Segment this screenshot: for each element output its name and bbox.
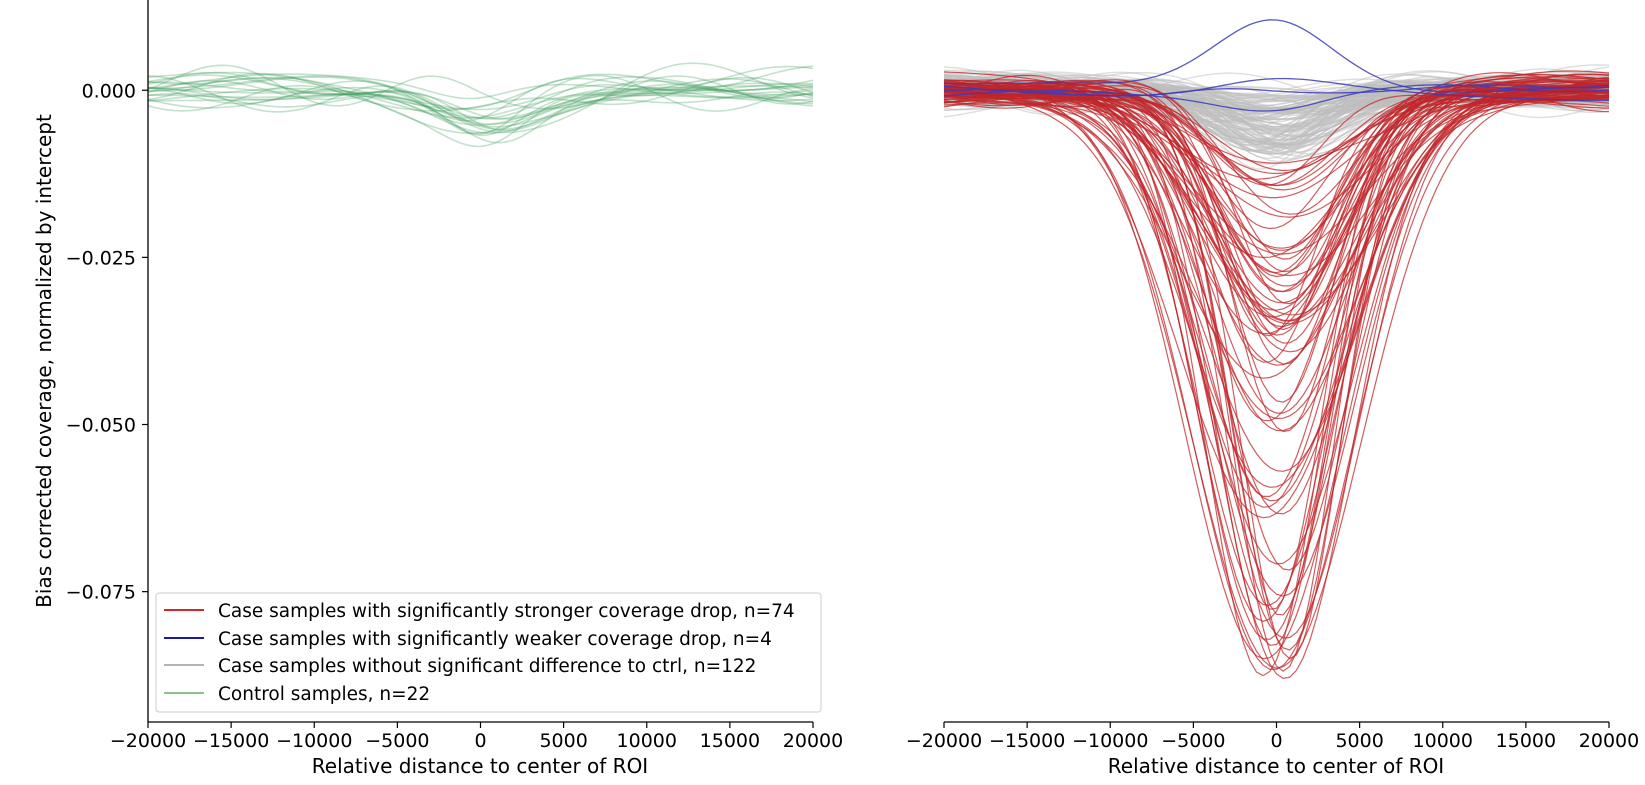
right-series-lines <box>943 19 1610 680</box>
y-axis-label: Bias corrected coverage, normalized by i… <box>32 114 56 608</box>
series-line <box>147 72 814 112</box>
x-tick-label: −10000 <box>276 730 352 752</box>
series-line <box>943 82 1610 677</box>
series-line <box>943 84 1610 640</box>
legend-label: Case samples with significantly weaker c… <box>218 629 772 650</box>
series-line <box>943 77 1609 172</box>
x-tick-label: −20000 <box>110 730 186 752</box>
legend-label: Case samples without significant differe… <box>218 656 756 677</box>
x-tick-label: −20000 <box>906 730 982 752</box>
series-line <box>943 70 1610 293</box>
legend-label: Case samples with significantly stronger… <box>218 601 795 622</box>
left-x-axis-label: Relative distance to center of ROI <box>312 754 648 778</box>
left-panel: −20000 −15000 −10000 −5000 0 5000 10000 15000 20… <box>32 0 843 778</box>
legend-entry: Control samples, n=22 <box>164 684 430 705</box>
x-tick-label: −5000 <box>1161 730 1225 752</box>
right-panel: −20000 −15000 −10000 −5000 0 5000 10000 15000 20… <box>906 19 1639 778</box>
series-line <box>147 75 814 131</box>
x-tick-label: −15000 <box>193 730 269 752</box>
legend-frame <box>155 592 822 713</box>
series-line <box>943 84 1610 186</box>
series-line <box>943 84 1610 97</box>
series-line <box>147 76 814 134</box>
series-line <box>943 76 1610 420</box>
left-series-lines <box>147 62 814 148</box>
series-line <box>943 80 1610 660</box>
series-line <box>147 76 814 120</box>
series-line <box>943 82 1610 672</box>
series-line <box>147 65 814 111</box>
right-x-axis-label: Relative distance to center of ROI <box>1108 754 1444 778</box>
x-tick-label: 15000 <box>1496 730 1556 752</box>
series-line <box>943 74 1610 610</box>
series-line <box>147 81 814 134</box>
series-line <box>147 80 814 125</box>
series-line <box>943 91 1610 249</box>
y-tick-label: −0.025 <box>66 247 136 269</box>
series-line <box>147 77 813 119</box>
series-line <box>943 84 1610 112</box>
series-line <box>943 85 1610 680</box>
y-tick-label: 0.000 <box>82 80 136 102</box>
x-tick-label: 15000 <box>700 730 760 752</box>
series-line <box>943 83 1610 311</box>
legend-entry: Case samples with significantly weaker c… <box>164 629 772 650</box>
series-line <box>147 77 814 126</box>
series-line <box>147 86 814 137</box>
series-line <box>147 71 814 120</box>
series-line <box>147 74 814 132</box>
x-tick-label: 20000 <box>783 730 843 752</box>
y-tick-label: −0.075 <box>66 582 136 604</box>
series-line <box>943 83 1610 379</box>
series-line <box>943 77 1610 102</box>
left-y-ticks: 0.000 −0.025 −0.050 −0.075 <box>66 80 148 604</box>
series-line <box>147 64 814 110</box>
legend-entry: Case samples with significantly stronger… <box>164 601 795 622</box>
legend-entry: Case samples without significant differe… <box>164 656 756 677</box>
series-line <box>147 83 814 120</box>
series-line <box>943 19 1610 93</box>
x-tick-label: 0 <box>1270 730 1282 752</box>
x-tick-label: 10000 <box>617 730 677 752</box>
right-x-ticks: −20000 −15000 −10000 −5000 0 5000 10000 15000 20… <box>906 722 1639 752</box>
x-tick-label: −10000 <box>1072 730 1148 752</box>
series-line <box>943 73 1610 433</box>
series-line <box>147 71 814 135</box>
x-tick-label: 5000 <box>1335 730 1383 752</box>
series-line <box>147 73 814 110</box>
series-line <box>943 74 1610 277</box>
x-tick-label: 20000 <box>1579 730 1639 752</box>
legend: Case samples with significantly stronger… <box>155 592 822 713</box>
series-line <box>943 86 1610 622</box>
left-x-ticks: −20000 −15000 −10000 −5000 0 5000 10000 15000 20… <box>110 722 843 752</box>
series-line <box>943 84 1610 571</box>
x-tick-label: 0 <box>474 730 486 752</box>
series-line <box>147 75 814 128</box>
x-tick-label: 5000 <box>539 730 587 752</box>
y-tick-label: −0.050 <box>66 415 136 437</box>
x-tick-label: −15000 <box>989 730 1065 752</box>
series-line <box>147 73 814 100</box>
series-line <box>148 86 814 144</box>
series-line <box>147 65 814 122</box>
series-line <box>147 62 814 134</box>
series-line <box>147 82 814 148</box>
series-line <box>943 85 1610 669</box>
series-line <box>943 89 1610 230</box>
series-line <box>943 80 1610 670</box>
x-tick-label: 10000 <box>1413 730 1473 752</box>
x-tick-label: −5000 <box>365 730 429 752</box>
legend-label: Control samples, n=22 <box>218 684 430 705</box>
